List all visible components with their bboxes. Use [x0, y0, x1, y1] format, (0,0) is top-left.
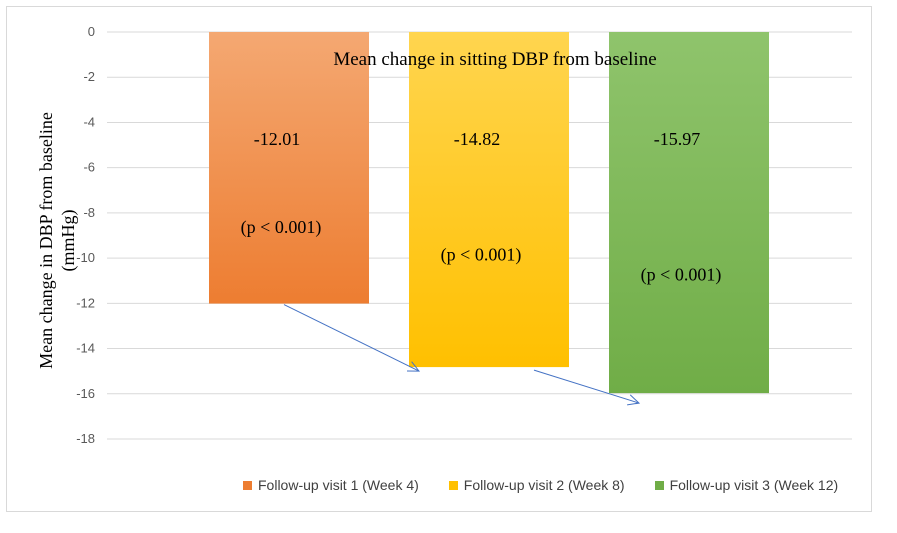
p-value-label-visit-3: (p < 0.001): [641, 265, 722, 286]
legend-item-visit-1: Follow-up visit 1 (Week 4): [243, 477, 419, 493]
legend-item-visit-3: Follow-up visit 3 (Week 12): [654, 477, 839, 493]
bar-chart: -12.01 (p < 0.001) -14.82 (p < 0.001) -15.97…: [36, 24, 852, 446]
trend-arrow-2-to-3: [533, 369, 640, 404]
trend-arrow-2-to-3-head: [627, 394, 641, 406]
value-label-visit-2: -14.82: [454, 129, 501, 149]
data-labels: -12.01 (p < 0.001) -14.82 (p < 0.001) -15.97…: [241, 49, 722, 286]
legend-label: Follow-up visit 2 (Week 8): [463, 477, 625, 493]
y-tick-label: -4: [83, 114, 95, 129]
y-axis-unit-label: (mmHg): [58, 210, 79, 272]
legend-label: Follow-up visit 3 (Week 12): [669, 477, 839, 493]
legend-swatch: [243, 480, 252, 490]
bar-visit-1: [209, 32, 369, 304]
y-tick-label: 0: [88, 24, 95, 39]
y-axis: 0 -2 -4 -6 -8 -10 -12 -14 -16 -18 Mean change in D…: [36, 24, 95, 446]
legend-swatch: [654, 480, 664, 490]
legend-item-visit-2: Follow-up visit 2 (Week 8): [448, 477, 625, 493]
trend-arrows: [283, 304, 641, 406]
y-tick-label: -6: [83, 160, 95, 175]
trend-arrow-1-to-2-head: [406, 361, 421, 372]
y-tick-label: -16: [76, 386, 95, 401]
chart-title: Mean change in sitting DBP from baseline: [333, 49, 656, 70]
trend-arrow-1-to-2: [283, 304, 420, 372]
legend: Follow-up visit 1 (Week 4) Follow-up visi…: [243, 477, 838, 493]
y-tick-label: -12: [76, 295, 95, 310]
chart-frame: -12.01 (p < 0.001) -14.82 (p < 0.001) -15.97…: [6, 6, 872, 512]
y-tick-label: -14: [76, 341, 95, 356]
y-tick-label: -10: [76, 250, 95, 265]
legend-label: Follow-up visit 1 (Week 4): [258, 477, 419, 493]
value-label-visit-1: -12.01: [254, 129, 301, 149]
value-label-visit-3: -15.97: [654, 129, 701, 149]
legend-swatch: [448, 480, 458, 490]
y-tick-label: -8: [83, 205, 95, 220]
y-tick-label: -18: [76, 431, 95, 446]
bar-visit-3: [609, 32, 769, 394]
p-value-label-visit-2: (p < 0.001): [441, 244, 522, 265]
y-tick-label: -2: [83, 69, 95, 84]
bars: [209, 32, 769, 394]
p-value-label-visit-1: (p < 0.001): [241, 217, 322, 238]
y-axis-label: Mean change in DBP from baseline: [36, 112, 56, 369]
bar-visit-2: [409, 32, 569, 368]
